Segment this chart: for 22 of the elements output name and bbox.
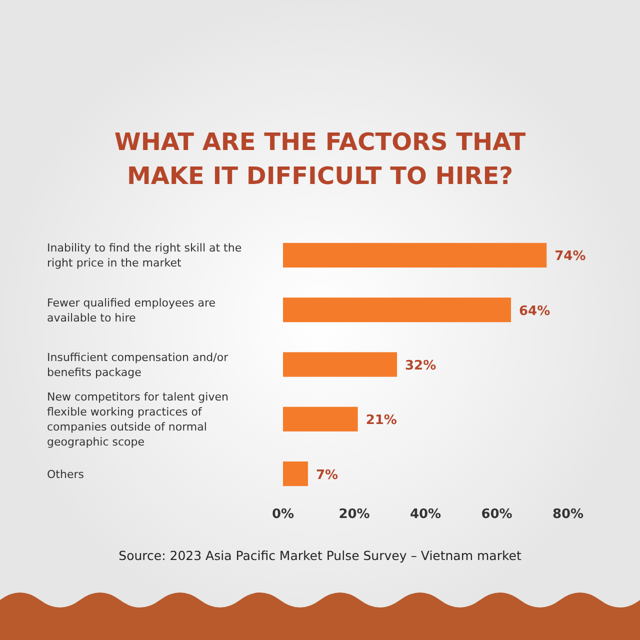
x-tick-label: 80% [552,507,584,522]
y-tick-label: Others [47,468,84,481]
bar [283,461,308,486]
x-tick-label: 60% [481,507,512,522]
bar [283,352,397,377]
data-label: 64% [519,304,550,319]
y-tick-label: Inability to find the right skill at the right price in the market [47,242,242,270]
y-tick-label: New competitors for talent given flexible working practices of companies outside of normal geographic scope [47,390,228,449]
x-tick-label: 20% [338,507,370,522]
x-tick-label: 40% [410,507,442,522]
data-label: 21% [366,413,397,428]
data-label: 32% [405,358,436,374]
bar [283,406,358,432]
bar [283,242,547,268]
chart-title: WHAT ARE THE FACTORS THAT MAKE IT DIFFICULT TO HIRE? [114,128,526,190]
source-note: Source: 2023 Asia Pacific Market Pulse Survey – Vietnam market [118,548,522,563]
y-tick-label: Insufficient compensation and/or benefits package [47,351,229,379]
data-label: 74% [554,249,586,264]
y-tick-label: Fewer qualified employees are available to hire [47,296,216,324]
data-label: 7% [316,468,338,483]
x-tick-label: 0% [272,507,294,522]
bar [283,298,511,322]
